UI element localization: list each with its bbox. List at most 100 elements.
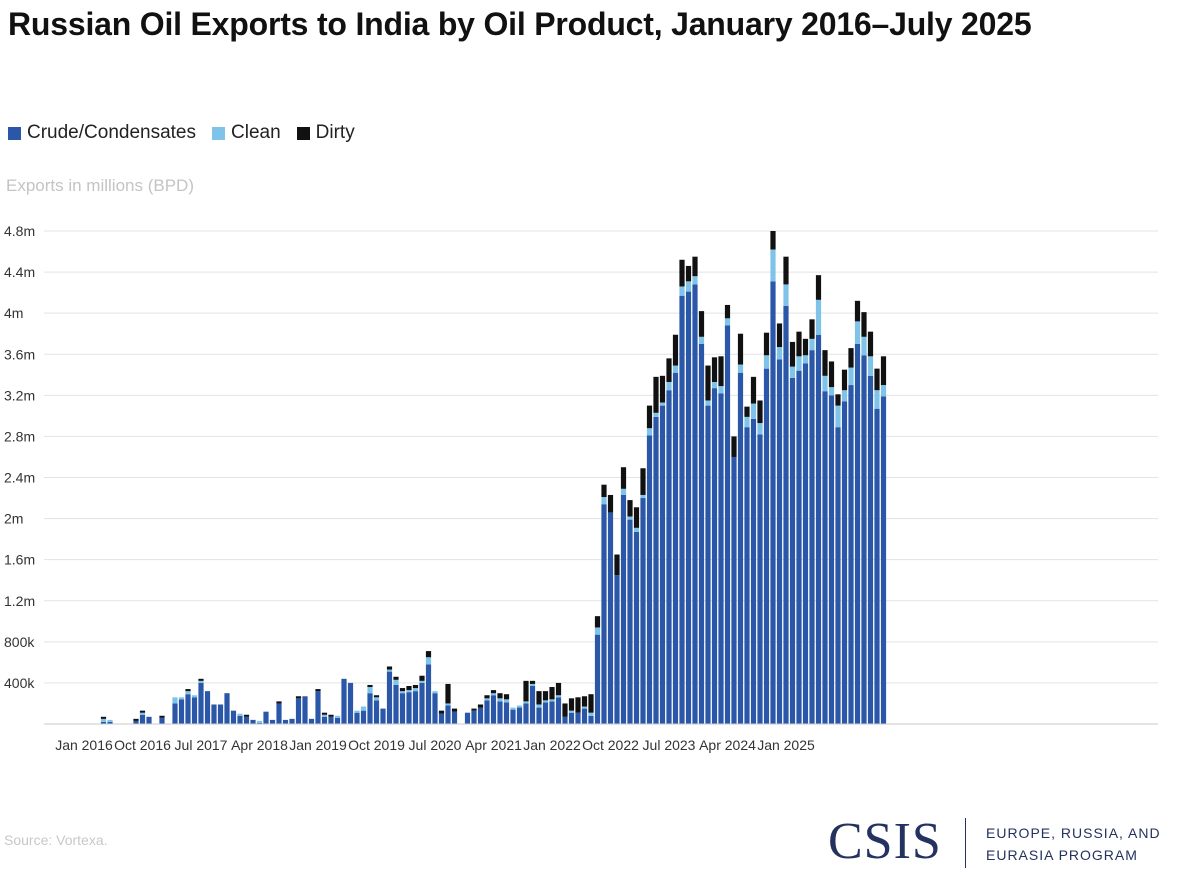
legend-item-dirty: Dirty (296, 122, 355, 144)
bar-dirty (861, 312, 867, 337)
bar-dirty (828, 361, 835, 388)
bar-crude-condensates (477, 707, 484, 724)
bar-clean (601, 497, 607, 505)
bar-dirty (737, 333, 744, 365)
bar-crude-condensates (594, 634, 601, 724)
bar-clean (406, 690, 412, 693)
bar-dirty (705, 365, 711, 401)
bar-crude-condensates (451, 711, 458, 724)
bar-crude-condensates (334, 717, 341, 724)
bar-clean (549, 699, 555, 702)
bar-clean (399, 691, 406, 694)
bar-crude-condensates (243, 716, 250, 724)
bar-clean (646, 428, 653, 436)
x-tick-label: Oct 2022 (582, 737, 639, 753)
x-tick-label: Jan 2025 (757, 737, 815, 753)
bar-dirty (679, 259, 685, 287)
bar-clean (666, 381, 672, 391)
bar-clean (198, 680, 204, 683)
bar-clean (139, 712, 146, 715)
bar-dirty (568, 698, 575, 711)
bar-crude-condensates (425, 664, 432, 724)
bar-dirty (809, 319, 815, 339)
bar-dirty (315, 689, 321, 692)
bar-clean (874, 390, 880, 409)
bar-crude-condensates (107, 721, 113, 724)
bar-crude-condensates (731, 456, 737, 724)
bar-crude-condensates (828, 395, 835, 724)
x-tick-label: Jul 2020 (409, 737, 462, 753)
bar-crude-condensates (750, 418, 757, 724)
bar-crude-condensates (211, 704, 217, 724)
bar-clean (412, 688, 419, 692)
bar-dirty (633, 507, 640, 528)
y-tick-label: 2.8m (4, 428, 35, 444)
bar-dirty (276, 701, 282, 704)
bar-clean (880, 385, 887, 397)
bar-crude-condensates (562, 716, 568, 724)
bar-crude-condensates (250, 719, 256, 724)
source-note: Source: Vortexa. (4, 832, 108, 848)
bar-crude-condensates (685, 291, 692, 724)
x-tick-label: Jul 2023 (643, 737, 696, 753)
bar-dirty (627, 500, 633, 517)
bar-crude-condensates (373, 700, 380, 724)
bar-crude-condensates (653, 416, 659, 724)
bar-dirty (445, 683, 451, 704)
csis-logo: CSIS (828, 813, 942, 870)
legend-item-clean: Clean (212, 122, 281, 144)
legend-label-dirty: Dirty (315, 122, 355, 143)
bar-dirty (399, 688, 406, 692)
bar-dirty (815, 275, 822, 300)
bar-crude-condensates (198, 682, 204, 724)
bar-crude-condensates (568, 712, 575, 724)
bar-crude-condensates (380, 708, 386, 724)
bar-clean (581, 706, 588, 709)
bar-crude-condensates (718, 393, 724, 724)
bar-crude-condensates (516, 707, 523, 724)
bar-crude-condensates (497, 701, 503, 724)
bar-crude-condensates (178, 699, 185, 724)
bar-crude-condensates (412, 691, 419, 724)
y-tick-label: 2.4m (4, 470, 35, 486)
y-tick-label: 3.6m (4, 346, 35, 362)
bar-dirty (139, 710, 146, 713)
bar-clean (854, 321, 861, 344)
legend-item-crude: Crude/Condensates (8, 122, 196, 144)
bar-crude-condensates (555, 697, 562, 724)
y-tick-label: 800k (4, 634, 35, 650)
x-tick-label: Jan 2019 (289, 737, 347, 753)
y-tick-label: 1.6m (4, 552, 35, 568)
bar-clean (386, 669, 393, 672)
bar-clean (861, 336, 867, 356)
bar-dirty (477, 704, 484, 708)
legend-swatch-dirty (296, 126, 310, 140)
bar-crude-condensates (185, 694, 191, 724)
program-name: EUROPE, RUSSIA, AND EURASIA PROGRAM (986, 822, 1196, 866)
bar-clean (529, 683, 536, 686)
bar-crude-condensates (757, 434, 763, 724)
bar-dirty (620, 467, 627, 489)
bar-crude-condensates (802, 363, 809, 724)
bar-dirty (159, 715, 165, 718)
bar-clean (841, 390, 848, 402)
bar-crude-condensates (607, 512, 614, 724)
bar-crude-condensates (269, 719, 276, 724)
bar-clean (698, 336, 705, 344)
legend-label-clean: Clean (231, 122, 281, 143)
bar-crude-condensates (835, 427, 841, 724)
bar-dirty (503, 694, 510, 700)
bar-dirty (419, 675, 425, 681)
bar-dirty (822, 350, 828, 376)
bar-clean (484, 698, 490, 701)
bar-crude-condensates (503, 702, 510, 724)
bar-dirty (672, 334, 679, 366)
bar-crude-condensates (159, 717, 165, 724)
bar-crude-condensates (282, 719, 289, 724)
bar-clean (835, 405, 841, 428)
bar-crude-condensates (367, 693, 373, 724)
y-tick-label: 2m (4, 511, 23, 527)
bar-clean (776, 347, 783, 360)
bar-dirty (523, 680, 529, 702)
x-tick-label: Apr 2018 (231, 737, 288, 753)
